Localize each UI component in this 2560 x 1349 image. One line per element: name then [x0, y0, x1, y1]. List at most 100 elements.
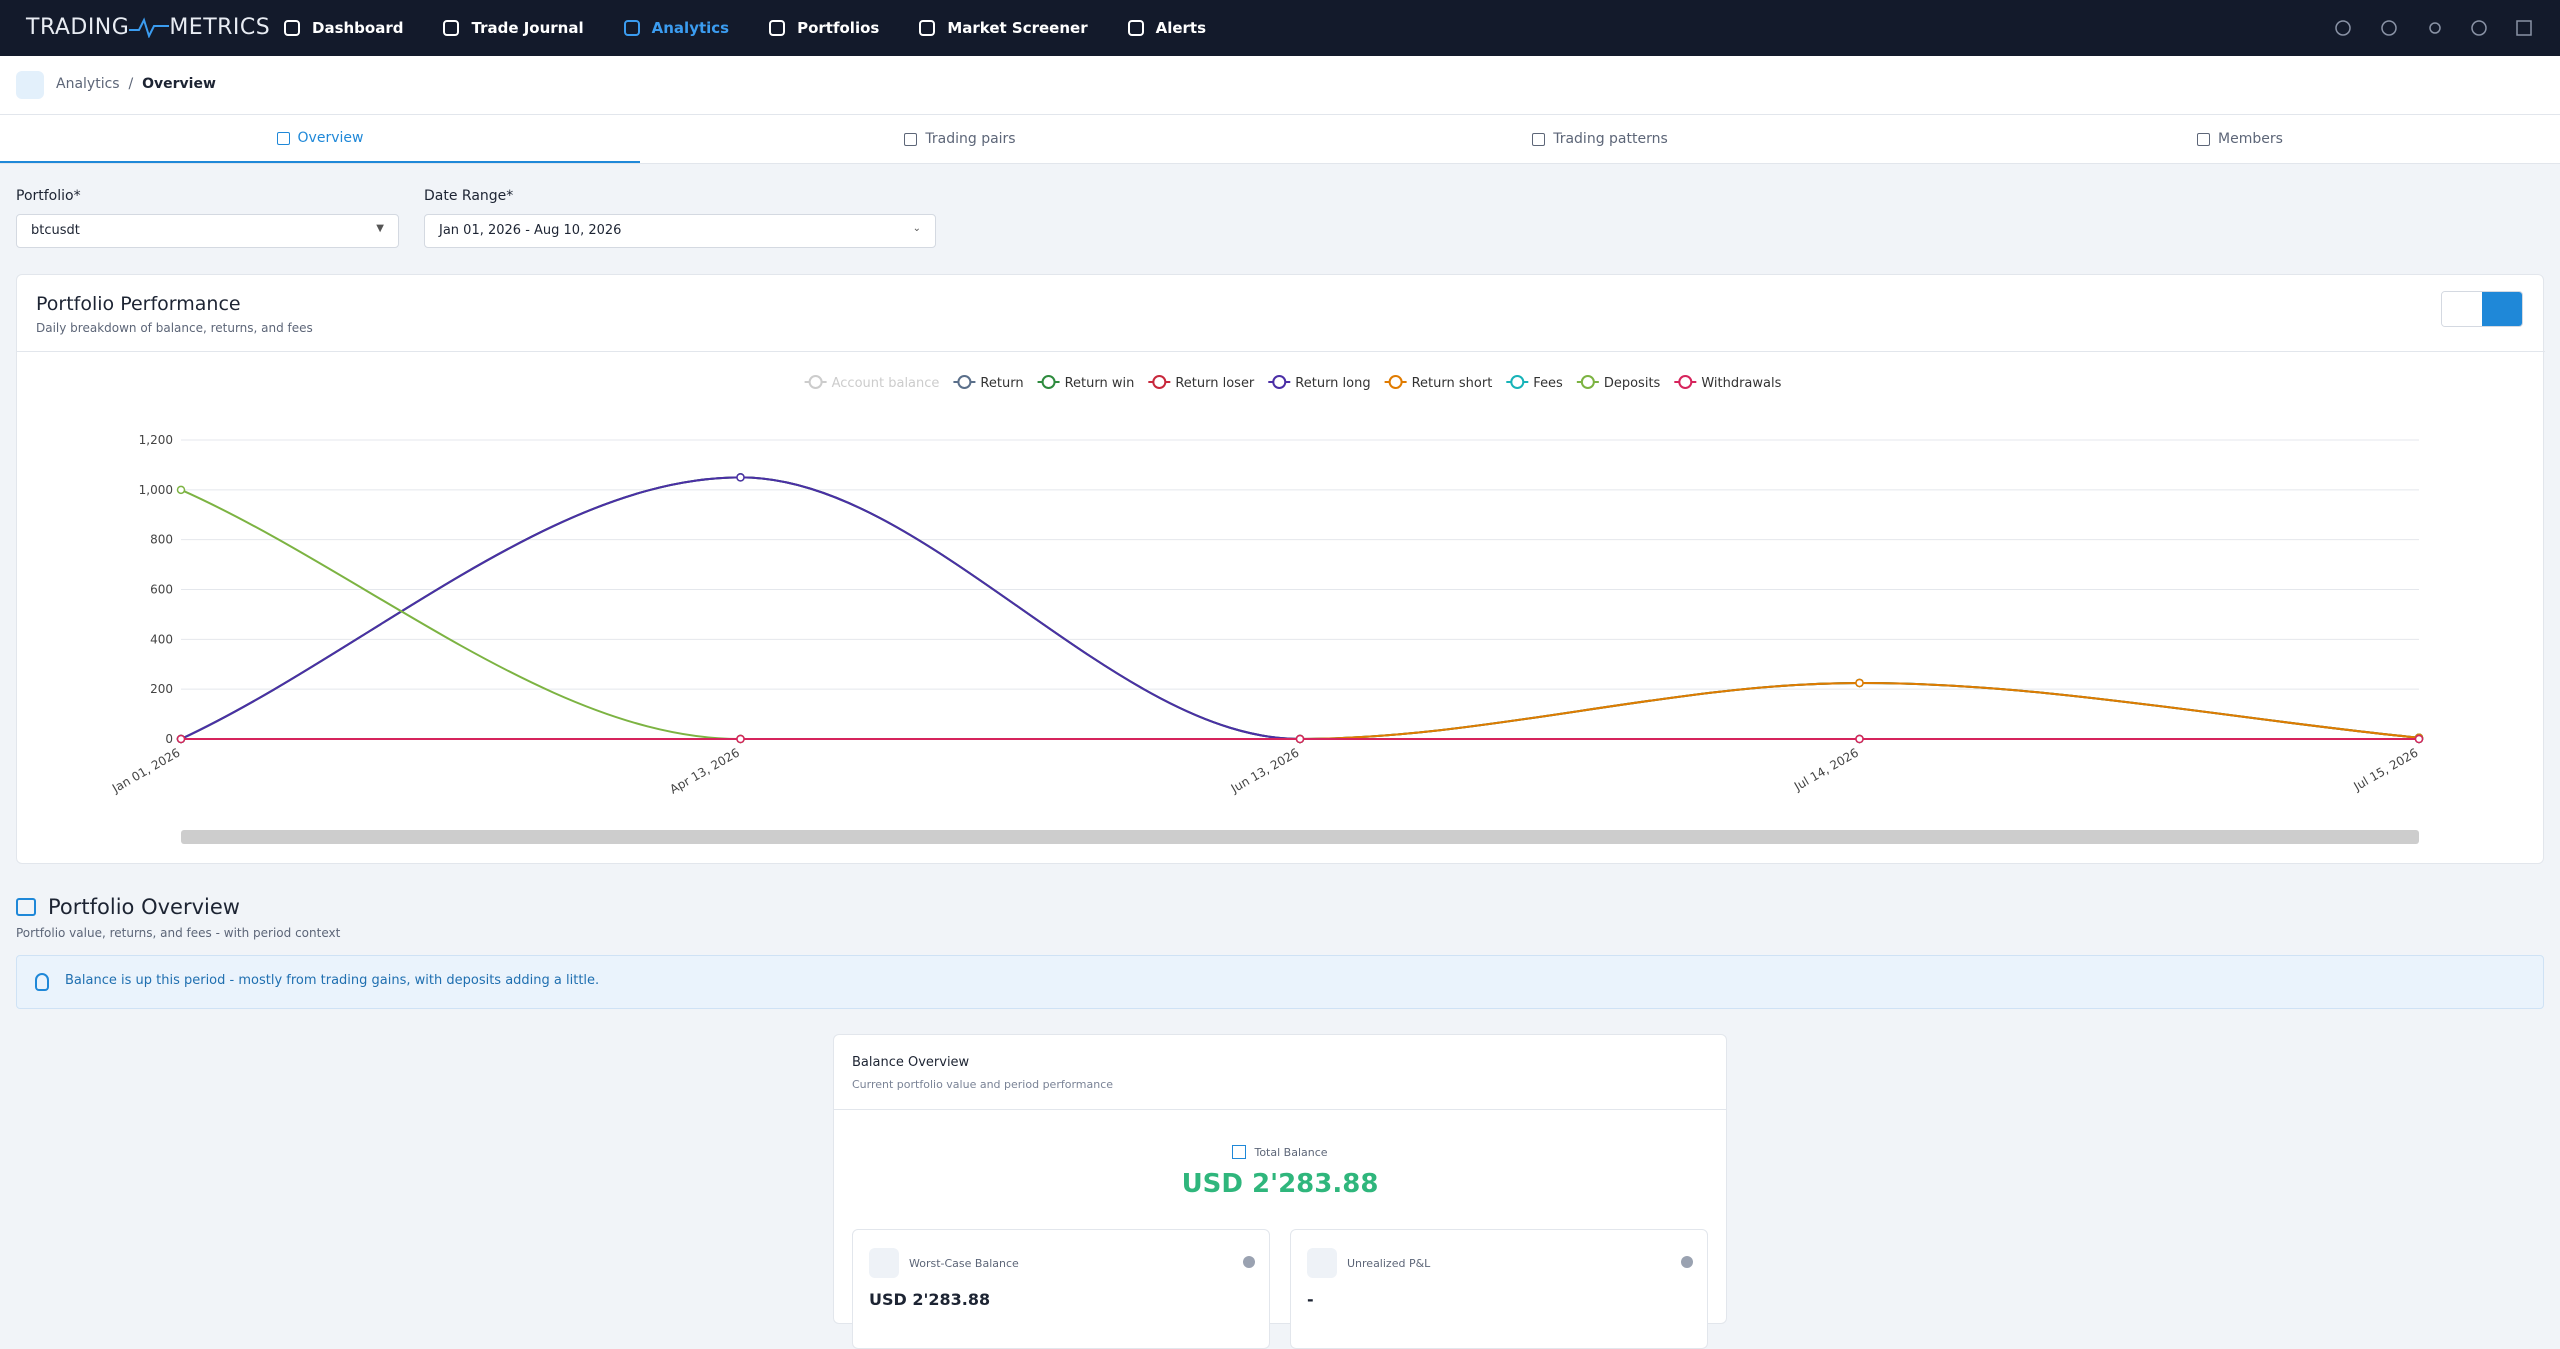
nav-item[interactable]: Dashboard	[284, 19, 403, 37]
tile-icon	[1307, 1248, 1337, 1278]
nav-icon	[284, 20, 300, 36]
balance-card: Balance Overview Current portfolio value…	[833, 1034, 1727, 1349]
data-point	[1295, 734, 1305, 744]
legend-item[interactable]: Return loser	[1148, 375, 1255, 391]
x-tick-label: Apr 13, 2026	[667, 745, 742, 796]
legend-item[interactable]: Withdrawals	[1674, 375, 1782, 391]
nav-item[interactable]: Trade Journal	[443, 19, 584, 37]
date-range-input[interactable]: Jan 01, 2026 - Aug 10, 2026 ⌄	[424, 214, 936, 248]
data-point	[176, 485, 186, 495]
tab-label: Trading pairs	[925, 131, 1016, 147]
legend-symbol	[1678, 375, 1693, 389]
x-tick-label: Jun 13, 2026	[1228, 745, 1302, 796]
legend-item[interactable]: Deposits	[1576, 375, 1661, 391]
legend-symbol	[1041, 375, 1056, 389]
crumb[interactable]: Analytics	[56, 76, 120, 92]
divider	[17, 351, 2545, 352]
breadcrumb-icon	[16, 71, 44, 99]
legend-item[interactable]: Return win	[1037, 375, 1135, 391]
theme-icon[interactable]	[2429, 22, 2441, 34]
y-tick-label: 800	[150, 533, 173, 547]
tile-label: Unrealized P&L	[1347, 1257, 1431, 1270]
y-tick-label: 0	[165, 732, 173, 746]
line-toggle[interactable]	[2482, 292, 2522, 326]
y-tick-label: 200	[150, 682, 173, 696]
bar-toggle[interactable]	[2442, 292, 2482, 326]
nav-icon	[443, 20, 460, 36]
y-tick-label: 1,200	[139, 433, 173, 447]
legend-symbol	[1510, 375, 1525, 389]
legend-item[interactable]: Return	[953, 375, 1024, 391]
tile-icon	[869, 1248, 899, 1278]
top-nav: TRADING METRICS Dashboard Trade Journal Ana…	[0, 0, 2560, 56]
card-subtitle: Current portfolio value and period perfo…	[852, 1078, 1114, 1091]
data-point	[2414, 734, 2424, 744]
portfolio-value: btcusdt	[31, 223, 80, 238]
data-point	[736, 473, 745, 482]
tile: Unrealized P&L -	[1290, 1229, 1708, 1349]
legend-item[interactable]: Account balance	[804, 375, 940, 391]
x-tick-label: Jul 15, 2026	[2351, 745, 2421, 793]
portfolio-select[interactable]: btcusdt ▼	[16, 214, 399, 248]
data-point	[1855, 734, 1864, 744]
y-tick-label: 400	[150, 632, 173, 646]
tab-icon	[2197, 132, 2211, 146]
tab[interactable]: Overview	[0, 115, 640, 163]
help-icon[interactable]	[2335, 20, 2351, 36]
legend-item[interactable]: Return long	[1268, 375, 1371, 391]
tile-label: Worst-Case Balance	[909, 1257, 1019, 1270]
chevron: ⌄	[912, 223, 921, 234]
series-line	[180, 476, 2420, 741]
chart: 0 200 400 600 800 1,000 1,200 Jan 01, 2026 Apr 1…	[109, 375, 2424, 844]
nav-label: Alerts	[1155, 19, 1207, 37]
tabs: Overview Trading pairs Trading patterns Mem…	[0, 115, 2560, 164]
breadcrumb: Analytics / Overview	[56, 76, 216, 92]
nav-icon	[769, 20, 786, 36]
tab-label: Members	[2218, 131, 2283, 147]
tab[interactable]: Trading patterns	[1280, 115, 1920, 163]
nav-label: Portfolios	[797, 19, 880, 37]
x-tick-label: Jul 14, 2026	[1791, 745, 1861, 793]
divider	[834, 1109, 1726, 1110]
nav-tools	[2335, 20, 2532, 36]
nav-item[interactable]: Analytics	[623, 19, 730, 37]
legend-label: Return long	[1295, 376, 1370, 391]
insight-text: Balance is up this period - mostly from …	[65, 973, 600, 988]
nav-item[interactable]: Alerts	[1127, 19, 1207, 37]
portfolio-label: Portfolio*	[16, 188, 81, 204]
legend-label: Fees	[1533, 376, 1563, 391]
chart-title: Portfolio Performance	[36, 293, 241, 315]
nav-icon	[1127, 20, 1144, 36]
language-icon[interactable]	[2381, 20, 2397, 36]
nav-icon	[919, 20, 936, 36]
brand-left: TRADING	[26, 15, 130, 40]
data-point	[176, 734, 186, 744]
user-icon[interactable]	[2471, 20, 2487, 36]
legend-item[interactable]: Fees	[1506, 375, 1563, 391]
legend-symbol	[808, 375, 823, 389]
tab[interactable]: Trading pairs	[640, 115, 1280, 163]
tile-help[interactable]	[1243, 1256, 1255, 1268]
tile-help[interactable]	[1681, 1256, 1693, 1268]
legend-symbol	[1152, 375, 1167, 389]
legend-label: Return win	[1065, 376, 1135, 391]
nav-item[interactable]: Market Screener	[919, 19, 1088, 37]
legend-item[interactable]: Return short	[1384, 375, 1493, 391]
nav-item[interactable]: Portfolios	[769, 19, 879, 37]
data-point	[1855, 678, 1864, 688]
data-zoom-bar	[181, 830, 2419, 844]
series-line	[181, 681, 2420, 740]
nav-label: Analytics	[651, 19, 730, 37]
legend-label: Return	[980, 376, 1023, 391]
crumb: Overview	[142, 76, 216, 92]
tab-icon	[1532, 132, 1546, 146]
tab-icon	[276, 131, 290, 145]
brand[interactable]: TRADING METRICS	[26, 15, 270, 40]
brand-logo	[129, 17, 170, 39]
legend: Account balance Return Return win Return lo…	[804, 375, 1782, 391]
y-tick-label: 1,000	[139, 483, 173, 497]
fullscreen-icon[interactable]	[2516, 20, 2532, 36]
tile: Worst-Case Balance USD 2'283.88	[852, 1229, 1270, 1349]
tab[interactable]: Members	[1920, 115, 2560, 163]
